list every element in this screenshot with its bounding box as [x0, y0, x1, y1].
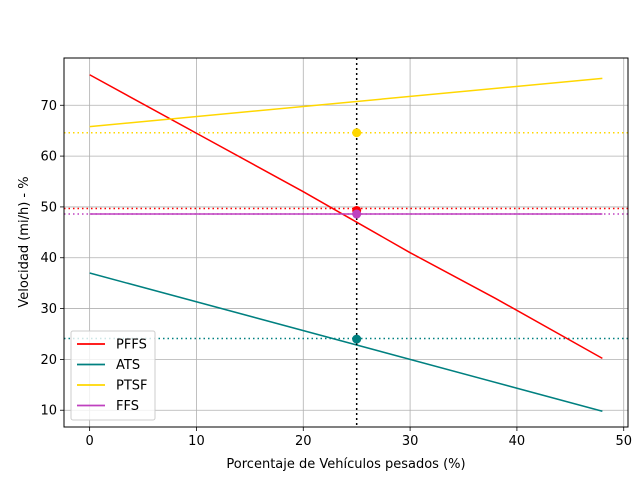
legend-box — [70, 330, 156, 421]
marker-point-ats — [352, 334, 362, 344]
marker-point-ptsf — [352, 128, 362, 138]
y-tick-label: 50 — [40, 200, 57, 215]
series-line-ats — [89, 272, 603, 412]
x-tick-label: 50 — [615, 434, 632, 449]
series-lines — [89, 74, 603, 412]
x-tick-label: 10 — [188, 434, 205, 449]
x-tick-label: 20 — [295, 434, 312, 449]
y-tick-label: 40 — [40, 251, 57, 266]
grid — [64, 58, 628, 427]
x-tick-label: 0 — [85, 434, 93, 449]
y-tick-label: 60 — [40, 150, 57, 165]
plot-frame — [63, 57, 629, 428]
x-axis-label: Porcentaje de Vehículos pesados (%) — [226, 457, 465, 472]
series-line-ptsf — [89, 77, 603, 128]
y-tick-label: 10 — [40, 404, 57, 419]
x-axis: 0 10 20 30 40 50 — [85, 427, 632, 449]
series-line-pffs — [89, 74, 603, 360]
y-tick-label: 30 — [40, 302, 57, 317]
y-axis-label: Velocidad (mi/h) - % — [17, 176, 32, 307]
legend-label-ffs: FFS — [116, 399, 139, 414]
x-tick-label: 30 — [402, 434, 419, 449]
x-tick-label: 40 — [509, 434, 526, 449]
legend-label-ats: ATS — [116, 358, 140, 373]
legend-label-ptsf: PTSF — [116, 379, 148, 394]
legend-label-pffs: PFFS — [116, 338, 147, 353]
marker-point-ffs — [352, 209, 362, 219]
y-tick-label: 20 — [40, 353, 57, 368]
y-tick-label: 70 — [40, 99, 57, 114]
y-axis: 10 20 30 40 50 60 70 — [40, 99, 64, 419]
marker-points — [352, 128, 362, 344]
legend: PFFS ATS PTSF FFS — [70, 330, 156, 421]
